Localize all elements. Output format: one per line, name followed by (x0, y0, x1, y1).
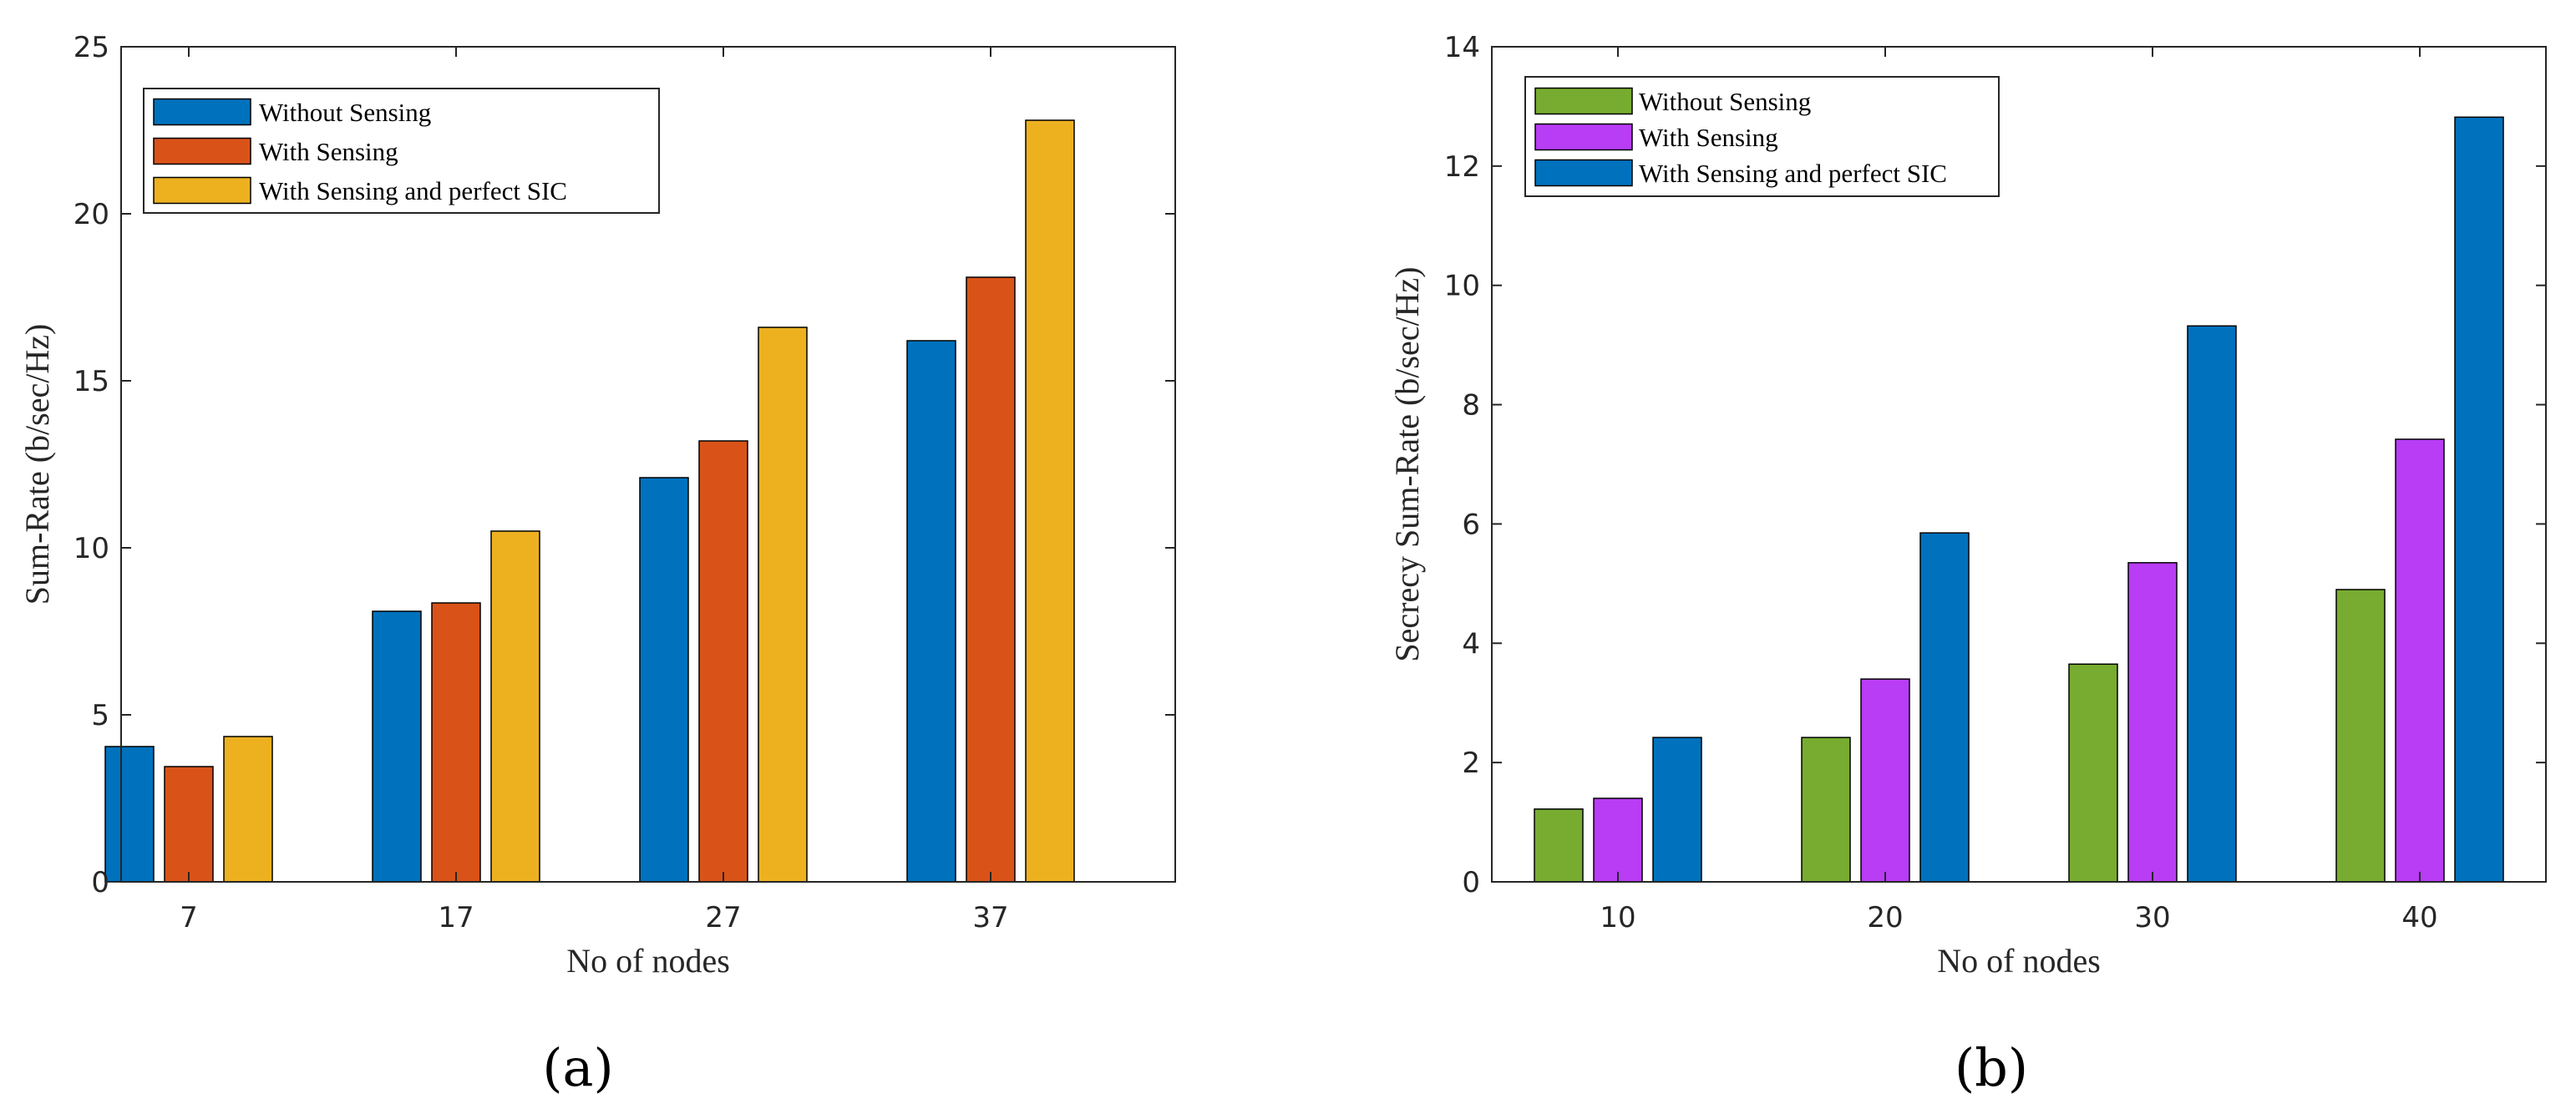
chart-a-bar-3-17 (490, 530, 540, 883)
chart-a-y-axis-label: Sum-Rate (b/sec/Hz) (18, 324, 56, 605)
chart-b-bar-3-10 (1652, 737, 1702, 883)
chart-b-y-tick-label: 8 (1462, 389, 1480, 423)
chart-b-bar-1-20 (1801, 737, 1851, 883)
chart-a-y-tick-label: 10 (74, 532, 109, 565)
chart-a-x-tick-label: 27 (705, 901, 741, 934)
chart-b-x-tick-label: 20 (1867, 901, 1903, 934)
chart-b-y-tick-label: 0 (1462, 866, 1480, 899)
chart-b-legend-swatch-2 (1534, 123, 1633, 151)
chart-b-legend-swatch-1 (1534, 87, 1633, 115)
chart-b-bar-2-30 (2127, 562, 2178, 883)
chart-b-legend-label-3: With Sensing and perfect SIC (1639, 159, 1947, 188)
chart-b-x-tick-label: 30 (2134, 901, 2170, 934)
chart-a-bar-1-7 (104, 746, 155, 883)
chart-b-legend-label-1: Without Sensing (1639, 87, 1811, 116)
chart-b-legend: Without Sensing With Sensing With Sensing … (1524, 76, 2000, 197)
chart-b-y-axis-label: Secrecy Sum-Rate (b/sec/Hz) (1388, 266, 1426, 661)
chart-b-bar-1-40 (2335, 589, 2386, 883)
chart-b-bar-1-10 (1534, 808, 1584, 883)
chart-b-y-tick-label: 12 (1444, 150, 1480, 184)
chart-b-y-ticks: 0 2 4 6 8 10 12 14 (1444, 31, 2546, 899)
chart-a-y-tick-label: 0 (91, 866, 109, 899)
chart-a-bars (104, 119, 1075, 883)
chart-a-legend-swatch-2 (153, 137, 251, 165)
chart-a-caption: (a) (542, 1037, 613, 1098)
chart-a-bar-3-7 (223, 736, 273, 883)
chart-b-x-axis-label: No of nodes (1937, 942, 2101, 980)
chart-b-y-tick-label: 2 (1462, 747, 1480, 780)
chart-a-legend-label-3: With Sensing and perfect SIC (259, 176, 567, 205)
chart-b-bar-2-10 (1593, 798, 1643, 883)
chart-a-y-tick-label: 25 (74, 31, 109, 64)
chart-b-bar-3-40 (2454, 116, 2504, 883)
chart-a-bar-3-27 (758, 327, 808, 883)
chart-a-x-tick-label: 37 (972, 901, 1008, 934)
chart-a: 0 5 10 15 20 25 7 17 27 37 No of nodes Sum-Rate … (18, 31, 1176, 1098)
chart-b-axes-box (1491, 46, 2547, 883)
chart-a-y-tick-label: 20 (74, 198, 109, 231)
chart-b-y-tick-label: 6 (1462, 508, 1480, 541)
chart-a-bar-1-17 (372, 610, 422, 883)
chart-b-y-tick-label: 4 (1462, 627, 1480, 661)
chart-b-bar-3-20 (1919, 532, 1970, 883)
chart-a-legend-label-1: Without Sensing (259, 98, 431, 127)
chart-a-legend-swatch-1 (153, 98, 251, 126)
chart-a-bar-2-7 (164, 766, 214, 883)
chart-b-x-tick-label: 40 (2401, 901, 2437, 934)
chart-a-legend-swatch-3 (153, 176, 251, 205)
chart-b-caption: (b) (1955, 1037, 2028, 1098)
chart-b-x-ticks: 10 20 30 40 (1600, 47, 2438, 934)
chart-a-bar-2-37 (966, 276, 1016, 883)
chart-b-bar-3-30 (2187, 325, 2237, 883)
chart-b-legend-swatch-3 (1534, 159, 1633, 187)
chart-a-bar-1-37 (906, 340, 956, 883)
chart-a-x-tick-label: 7 (180, 901, 198, 934)
chart-a-y-ticks: 0 5 10 15 20 25 (74, 31, 1175, 899)
chart-b-y-tick-label: 10 (1444, 270, 1480, 303)
chart-a-bar-2-27 (698, 440, 748, 883)
chart-b-bar-1-30 (2068, 663, 2118, 883)
chart-a-axes-box (120, 46, 1176, 883)
chart-a-legend-label-2: With Sensing (259, 137, 398, 166)
chart-b-bar-2-20 (1860, 678, 1910, 883)
chart-a-legend: Without Sensing With Sensing With Sensing … (143, 88, 660, 214)
chart-a-x-axis-label: No of nodes (566, 942, 730, 980)
chart-a-bar-3-37 (1025, 119, 1075, 883)
chart-b-y-tick-label: 14 (1444, 31, 1480, 64)
chart-a-bar-1-27 (639, 477, 689, 883)
chart-a-y-tick-label: 5 (91, 699, 109, 732)
chart-b: 0 2 4 6 8 10 12 14 10 20 30 40 No of nodes Secrecy… (1388, 31, 2547, 1098)
chart-a-x-ticks: 7 17 27 37 (180, 47, 1009, 934)
chart-b-bars (1534, 116, 2504, 883)
chart-a-x-tick-label: 17 (438, 901, 474, 934)
chart-b-legend-label-2: With Sensing (1639, 123, 1778, 152)
chart-a-y-tick-label: 15 (74, 365, 109, 398)
chart-b-bar-2-40 (2395, 438, 2445, 883)
chart-b-x-tick-label: 10 (1600, 901, 1635, 934)
chart-a-bar-2-17 (431, 602, 481, 883)
